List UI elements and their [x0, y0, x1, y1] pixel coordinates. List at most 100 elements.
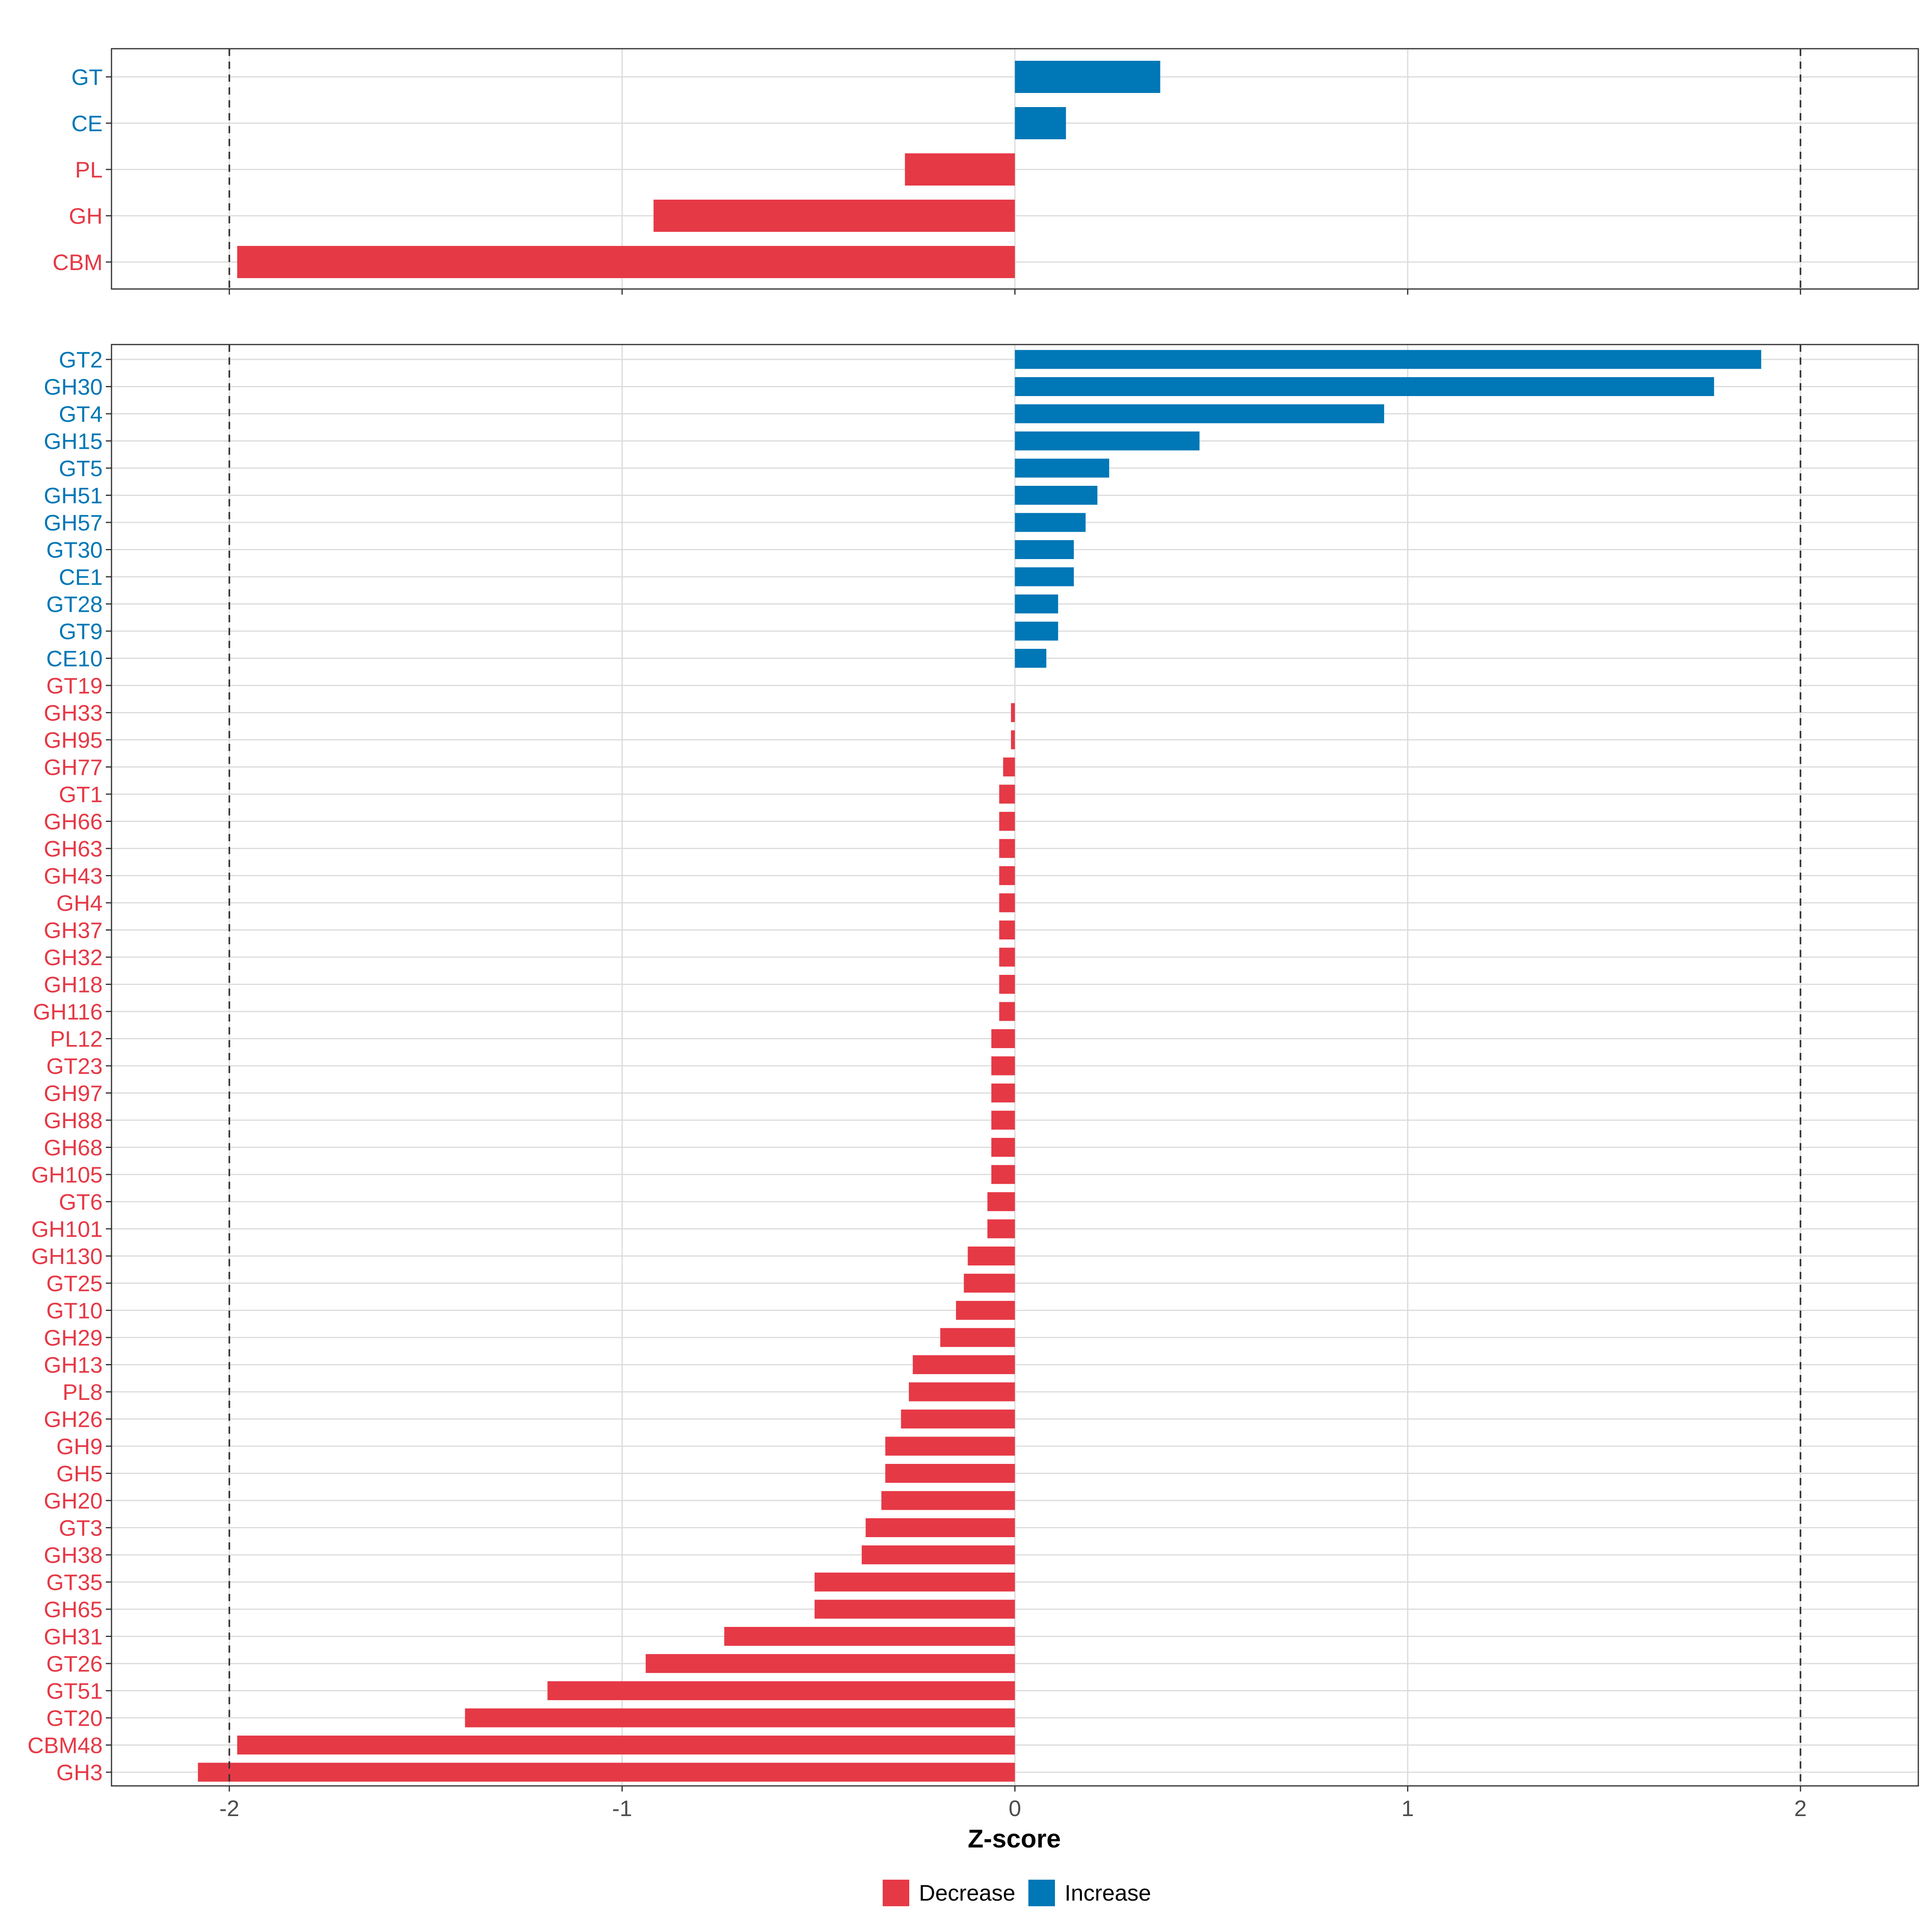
subfamily-bar-gh26	[901, 1410, 1015, 1428]
subfamily-bar-gh57	[1015, 513, 1086, 532]
subfamily-bar-gh15	[1015, 431, 1200, 450]
subfamily-bar-gt10	[956, 1301, 1015, 1320]
subfamily-bar-gh33	[1011, 703, 1015, 722]
subfamily-bar-ce10	[1015, 649, 1046, 668]
subfamily-bar-gh29	[940, 1328, 1015, 1347]
subfamily-panel: GT2GH30GT4GH15GT5GH51GH57GT30CE1GT28GT9C…	[27, 344, 1919, 1792]
subfamily-bar-gh43	[999, 866, 1015, 885]
subfamily-label-gh77: GH77	[44, 755, 103, 780]
subfamily-bar-pl8	[909, 1382, 1015, 1402]
family-bar-gh	[653, 200, 1015, 232]
subfamily-label-gt1: GT1	[59, 782, 103, 807]
subfamily-label-gh15: GH15	[44, 429, 103, 454]
subfamily-label-gh26: GH26	[44, 1407, 103, 1432]
subfamily-label-ce1: CE1	[59, 564, 103, 590]
subfamily-bar-gh51	[1015, 486, 1098, 505]
subfamily-label-gt9: GT9	[59, 619, 103, 644]
subfamily-bar-gh63	[999, 839, 1015, 858]
subfamily-bar-gt20	[465, 1708, 1015, 1728]
subfamily-bar-gh18	[999, 975, 1015, 994]
subfamily-bar-pl12	[991, 1029, 1015, 1048]
legend: Decrease Increase	[883, 1880, 1151, 1906]
subfamily-bar-gh105	[991, 1165, 1015, 1184]
legend-swatch-decrease	[883, 1880, 909, 1906]
subfamily-bar-gh77	[1003, 758, 1015, 776]
subfamily-bar-gh20	[881, 1491, 1015, 1510]
subfamily-bar-gh97	[991, 1084, 1015, 1102]
subfamily-bar-gh95	[1011, 730, 1015, 749]
subfamily-label-gh51: GH51	[44, 483, 103, 508]
subfamily-label-gh13: GH13	[44, 1352, 103, 1378]
subfamily-label-gh68: GH68	[44, 1135, 103, 1160]
subfamily-label-gt28: GT28	[46, 592, 103, 617]
family-label-ce: CE	[71, 111, 103, 136]
legend-label-decrease: Decrease	[919, 1880, 1016, 1905]
subfamily-bar-gt51	[547, 1681, 1015, 1700]
subfamily-label-gh63: GH63	[44, 836, 103, 861]
subfamily-label-gh9: GH9	[56, 1434, 103, 1459]
subfamily-label-gh130: GH130	[31, 1244, 103, 1269]
subfamily-label-pl12: PL12	[50, 1026, 103, 1052]
subfamily-bar-gh88	[991, 1110, 1015, 1130]
subfamily-bar-gt1	[999, 784, 1015, 804]
subfamily-label-gh97: GH97	[44, 1081, 103, 1106]
subfamily-label-gh66: GH66	[44, 809, 103, 834]
family-bar-pl	[905, 153, 1015, 186]
subfamily-label-gh18: GH18	[44, 972, 103, 997]
subfamily-bar-gt2	[1015, 350, 1761, 369]
subfamily-bar-gh4	[999, 893, 1015, 912]
subfamily-bar-gh5	[885, 1464, 1015, 1483]
subfamily-bar-gh68	[991, 1138, 1015, 1157]
subfamily-bar-gt23	[991, 1056, 1015, 1075]
legend-label-increase: Increase	[1065, 1880, 1151, 1905]
x-tick-label: 0	[1009, 1796, 1021, 1821]
subfamily-label-gh33: GH33	[44, 700, 103, 726]
subfamily-bar-gh30	[1015, 377, 1714, 396]
subfamily-bar-gt25	[964, 1274, 1015, 1293]
subfamily-label-gh43: GH43	[44, 863, 103, 889]
subfamily-bar-gh66	[999, 812, 1015, 831]
subfamily-label-gh88: GH88	[44, 1108, 103, 1133]
subfamily-label-pl8: PL8	[62, 1379, 103, 1405]
subfamily-label-gh57: GH57	[44, 510, 103, 535]
subfamily-label-gh32: GH32	[44, 945, 103, 970]
subfamily-label-gt6: GT6	[59, 1189, 103, 1215]
subfamily-label-gh65: GH65	[44, 1597, 103, 1622]
family-bar-ce	[1015, 107, 1066, 139]
subfamily-bar-gh116	[999, 1002, 1015, 1021]
subfamily-label-gh31: GH31	[44, 1624, 103, 1649]
subfamily-label-gh116: GH116	[33, 999, 103, 1024]
subfamily-label-gh95: GH95	[44, 727, 103, 753]
subfamily-label-gh101: GH101	[31, 1216, 103, 1242]
subfamily-bar-gt28	[1015, 594, 1058, 613]
family-label-cbm: CBM	[53, 250, 103, 275]
x-tick-label: 2	[1794, 1796, 1807, 1821]
family-panel: GT CE PL GH CBM	[53, 48, 1919, 295]
subfamily-label-gt2: GT2	[59, 347, 103, 372]
family-bar-gt	[1015, 61, 1160, 93]
subfamily-bar-gt4	[1015, 404, 1384, 423]
subfamily-bar-gh32	[999, 947, 1015, 967]
subfamily-label-gh3: GH3	[56, 1760, 103, 1785]
subfamily-label-gt5: GT5	[59, 456, 103, 481]
subfamily-label-gh38: GH38	[44, 1542, 103, 1568]
subfamily-bar-gh3	[198, 1763, 1015, 1782]
subfamily-label-gt10: GT10	[46, 1298, 103, 1323]
subfamily-bar-gh13	[912, 1355, 1015, 1374]
x-axis-title: Z-score	[968, 1824, 1061, 1853]
subfamily-label-gt35: GT35	[46, 1570, 103, 1595]
subfamily-bar-cbm48	[237, 1736, 1015, 1754]
subfamily-label-gt51: GT51	[46, 1678, 103, 1704]
subfamily-label-gt19: GT19	[46, 673, 103, 698]
subfamily-label-gt23: GT23	[46, 1053, 103, 1079]
x-tick-label: -2	[219, 1796, 239, 1821]
subfamily-label-gh20: GH20	[44, 1488, 103, 1513]
subfamily-bar-gt9	[1015, 621, 1058, 641]
subfamily-label-gt20: GT20	[46, 1705, 103, 1731]
subfamily-bar-ce1	[1015, 567, 1074, 586]
x-tick-label: -1	[612, 1796, 632, 1821]
x-axis: -2 -1 0 1 2	[219, 1796, 1807, 1821]
subfamily-label-gh30: GH30	[44, 374, 103, 400]
subfamily-bar-gt3	[865, 1518, 1015, 1537]
